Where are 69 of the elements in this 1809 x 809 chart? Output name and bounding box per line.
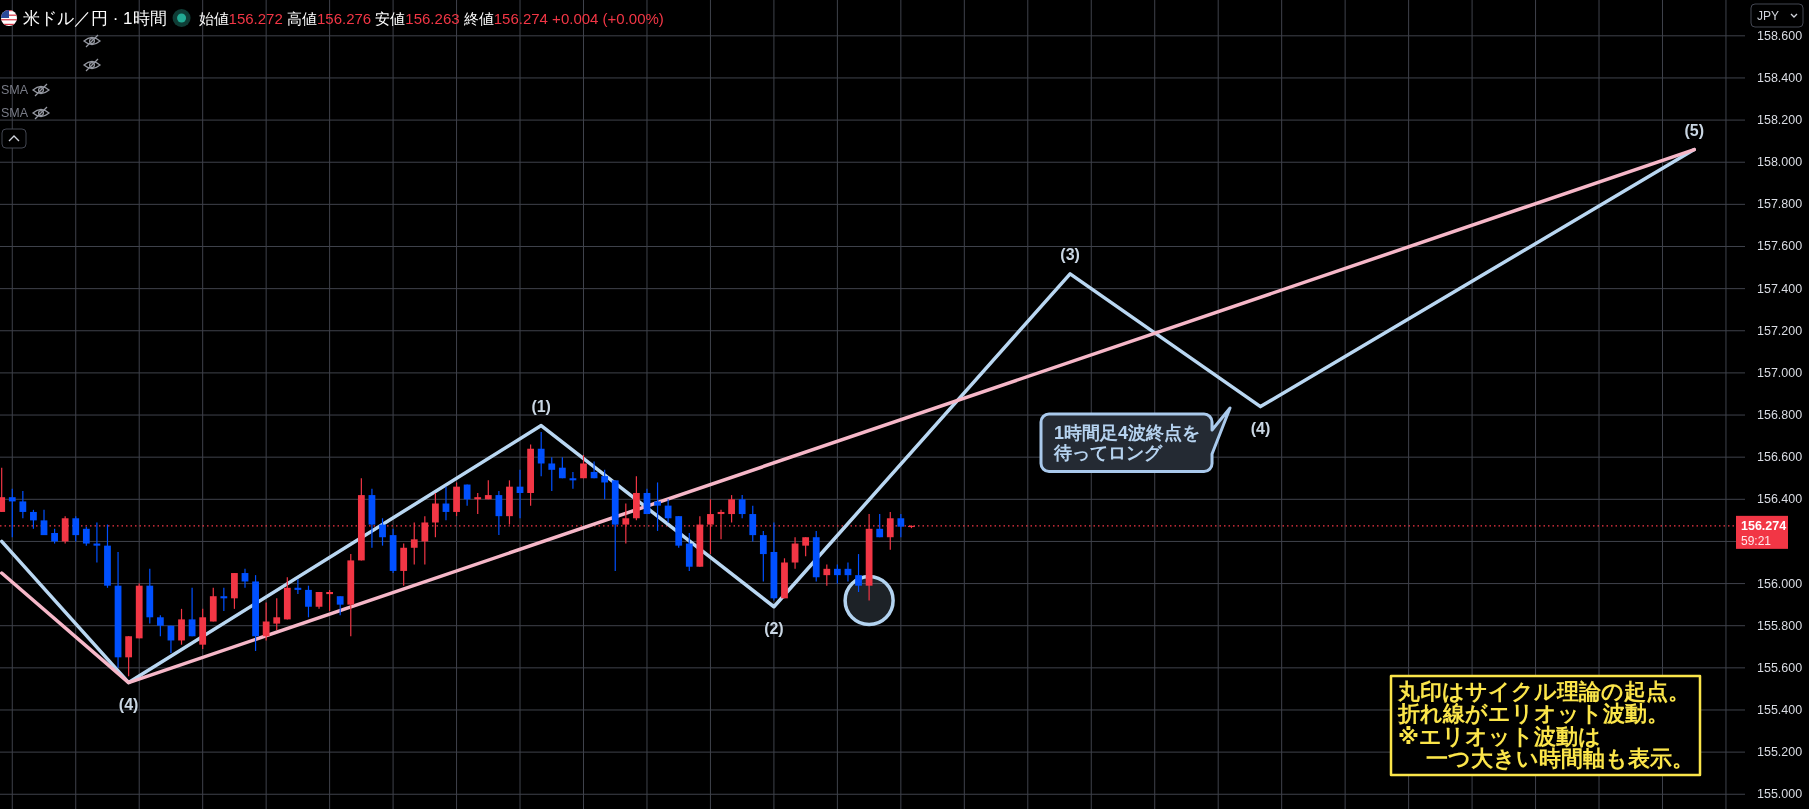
annotation: SMA (1, 106, 29, 120)
candlestick (72, 515, 80, 543)
text: 始値156.272 高値156.276 安値156.263 終値156.274 +0.004 (+0.00%) (198, 9, 664, 27)
candlestick (273, 597, 281, 631)
candlestick (802, 536, 810, 557)
candlestick (537, 431, 545, 477)
candlestick (336, 595, 344, 616)
candlestick (82, 526, 90, 547)
candlestick (548, 456, 556, 492)
candlestick (685, 532, 693, 572)
candlestick (305, 585, 312, 618)
candlestick (759, 530, 767, 583)
candlestick (823, 564, 831, 587)
candlestick (601, 469, 609, 500)
candlestick (834, 564, 841, 585)
y-tick-label: 158.200 (1757, 113, 1803, 128)
y-tick-label: 156.400 (1757, 492, 1803, 507)
y-tick-label: 155.200 (1757, 745, 1803, 760)
candlestick (220, 587, 228, 612)
candlestick (749, 505, 757, 543)
y-tick-label: 155.600 (1757, 660, 1803, 675)
y-tick-label: 157.200 (1757, 323, 1803, 338)
y-tick-label: 158.600 (1757, 28, 1803, 43)
text: 米ドル／円 · 1時間 (23, 8, 167, 28)
candlestick (61, 515, 69, 545)
candlestick (125, 635, 133, 677)
candlestick (156, 614, 164, 637)
y-tick-label: 157.800 (1757, 197, 1803, 212)
y-axis-title: JPY (1757, 9, 1780, 23)
candlestick (886, 511, 894, 551)
candlestick (474, 492, 482, 515)
candlestick (379, 517, 386, 547)
y-tick-label: 157.400 (1757, 281, 1803, 296)
y-tick-label: 155.400 (1757, 702, 1803, 717)
annotation: (4) (1250, 419, 1271, 437)
y-tick-label: 158.000 (1757, 155, 1803, 170)
candlestick (8, 488, 16, 538)
candlestick (30, 509, 37, 530)
candlestick (400, 542, 408, 587)
annotation: (4) (118, 695, 139, 713)
candlestick (0, 467, 6, 513)
candlestick (664, 498, 672, 524)
annotation: 59:21 (1741, 533, 1772, 548)
y-tick-label: 156.600 (1757, 450, 1803, 465)
y-tick-label: 156.000 (1757, 576, 1803, 591)
annotation: (3) (1060, 245, 1080, 263)
candlestick (728, 494, 735, 524)
annotation: (2) (764, 619, 784, 637)
candlestick (738, 494, 746, 519)
candlestick (654, 481, 661, 532)
candlestick (495, 490, 503, 536)
y-tick-label: 157.600 (1757, 239, 1803, 254)
y-tick-label: 155.800 (1757, 618, 1803, 633)
candlestick (178, 608, 185, 646)
candlestick (262, 601, 270, 642)
y-tick-label: 156.800 (1757, 408, 1803, 423)
candlestick (326, 589, 334, 612)
y-tick-label: 157.000 (1757, 365, 1803, 380)
annotation: 1時間足4波終点を待ってロング (1053, 423, 1201, 463)
candlestick (897, 513, 905, 538)
candlestick (19, 490, 27, 519)
candlestick (40, 509, 48, 536)
ref-line-label: 156.274 (1741, 518, 1787, 533)
annotation: (1) (531, 397, 551, 415)
annotation: (5) (1684, 121, 1705, 139)
y-tick-label: 155.000 (1757, 787, 1803, 802)
y-tick-label: 158.400 (1757, 70, 1803, 85)
annotation: SMA (1, 83, 29, 97)
candlestick (855, 553, 862, 593)
